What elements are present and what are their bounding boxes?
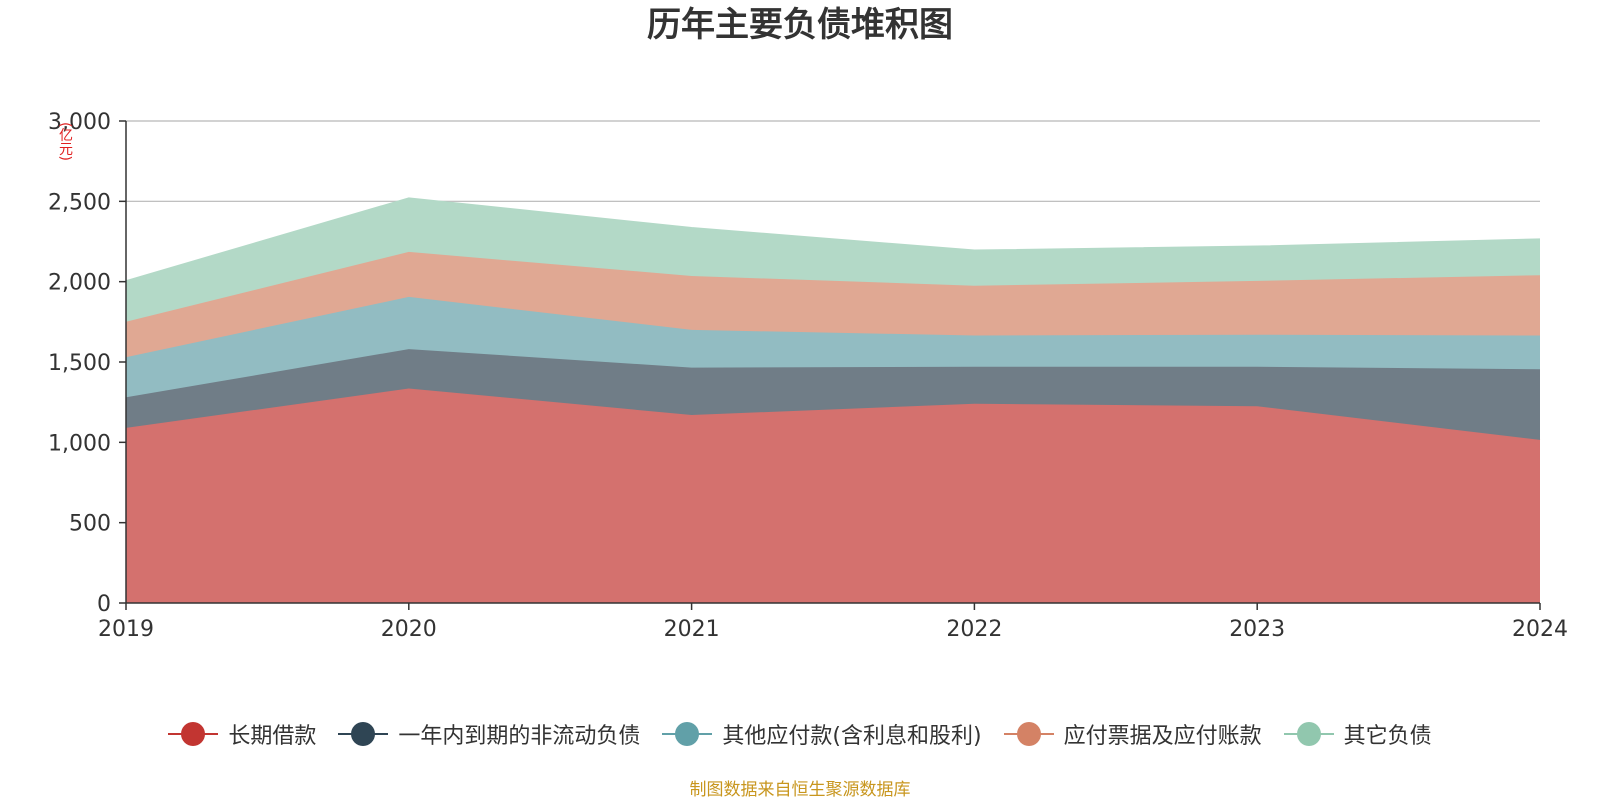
legend-dot: [675, 722, 700, 746]
source-note: 制图数据来自恒生聚源数据库: [689, 780, 911, 800]
area-series-3: [126, 251, 1540, 358]
legend-dot: [1016, 722, 1041, 746]
legend-item-3[interactable]: 应付票据及应付账款: [1003, 718, 1262, 750]
y-tick-label: 3,000: [48, 110, 111, 135]
y-tick-label: 500: [69, 512, 111, 537]
x-tick-label: 2020: [381, 617, 437, 642]
legend-label: 应付票据及应付账款: [1063, 724, 1262, 749]
legend-item-1[interactable]: 一年内到期的非流动负债: [338, 718, 640, 750]
legend-marker-icon: [338, 722, 389, 746]
y-tick-label: 1,500: [48, 351, 111, 376]
legend-dot: [1296, 722, 1321, 746]
area-series-1: [126, 349, 1540, 440]
y-tick-label: 2,000: [48, 271, 111, 296]
legend-label: 一年内到期的非流动负债: [398, 724, 641, 749]
legend-dot: [181, 722, 206, 746]
y-tick-label: 2,500: [48, 190, 111, 215]
legend-marker-icon: [662, 722, 713, 746]
legend-item-2[interactable]: 其他应付款(含利息和股利): [662, 718, 982, 750]
legend-label: 长期借款: [228, 724, 317, 749]
y-tick-label: 0: [97, 592, 111, 617]
legend-marker-icon: [1003, 722, 1054, 746]
legend-label: 其它负债: [1343, 724, 1432, 749]
area-series-4: [126, 198, 1540, 322]
x-tick-label: 2019: [98, 617, 154, 642]
chart-title: 历年主要负债堆积图: [647, 5, 953, 45]
legend-dot: [351, 722, 376, 746]
x-tick-label: 2023: [1229, 617, 1285, 642]
area-series-0: [126, 388, 1540, 603]
y-axis-unit: (亿元): [57, 122, 73, 161]
area-series-2: [126, 296, 1540, 398]
y-tick-label: 1,000: [48, 431, 111, 456]
x-tick-label: 2022: [946, 617, 1002, 642]
legend-label: 其他应付款(含利息和股利): [722, 724, 982, 749]
legend-marker-icon: [1283, 722, 1334, 746]
legend: 长期借款 一年内到期的非流动负债 其他应付款(含利息和股利) 应付票据及应付账款 其它负…: [0, 718, 1600, 750]
legend-item-4[interactable]: 其它负债: [1283, 718, 1432, 750]
legend-marker-icon: [168, 722, 219, 746]
legend-item-0[interactable]: 长期借款: [168, 718, 316, 750]
x-tick-label: 2024: [1512, 617, 1568, 642]
x-tick-label: 2021: [664, 617, 720, 642]
area-edge-series-4: [125, 197, 1541, 282]
